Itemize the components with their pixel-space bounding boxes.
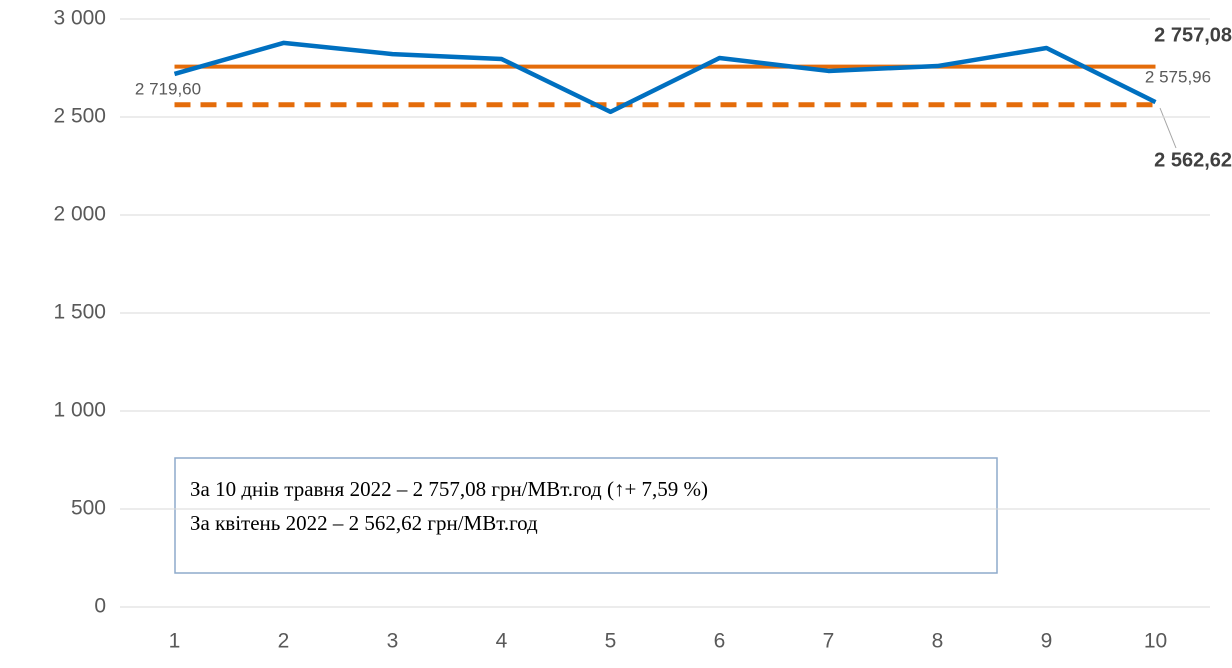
data-label: 2 575,96 [1145, 67, 1211, 86]
x-tick-label: 1 [169, 630, 181, 653]
y-tick-label: 3 000 [53, 7, 106, 30]
x-tick-label: 9 [1041, 630, 1053, 653]
data-label: 2 562,62 [1154, 149, 1232, 171]
leader-line [1159, 107, 1177, 149]
y-tick-label: 0 [94, 595, 106, 618]
x-tick-label: 2 [278, 630, 290, 653]
y-tick-label: 2 000 [53, 203, 106, 226]
annotation: За квітень 2022 – 2 562,62 грн/МВт.год [190, 511, 538, 535]
y-tick-label: 2 500 [53, 105, 106, 128]
annotation-box [174, 457, 998, 574]
x-tick-label: 10 [1144, 630, 1167, 653]
annotation: За 10 днів травня 2022 – 2 757,08 грн/МВ… [190, 477, 708, 501]
data-label: 2 757,08 [1154, 24, 1232, 46]
x-tick-label: 6 [714, 630, 726, 653]
x-tick-label: 7 [823, 630, 835, 653]
x-tick-label: 3 [387, 630, 399, 653]
x-tick-label: 4 [496, 630, 508, 653]
series-line [173, 40, 1157, 115]
y-tick-label: 1 500 [53, 301, 106, 324]
x-tick-label: 5 [605, 630, 617, 653]
y-tick-label: 500 [71, 497, 106, 520]
data-label: 2 719,60 [135, 79, 201, 98]
x-tick-label: 8 [932, 630, 944, 653]
y-tick-label: 1 000 [53, 399, 106, 422]
